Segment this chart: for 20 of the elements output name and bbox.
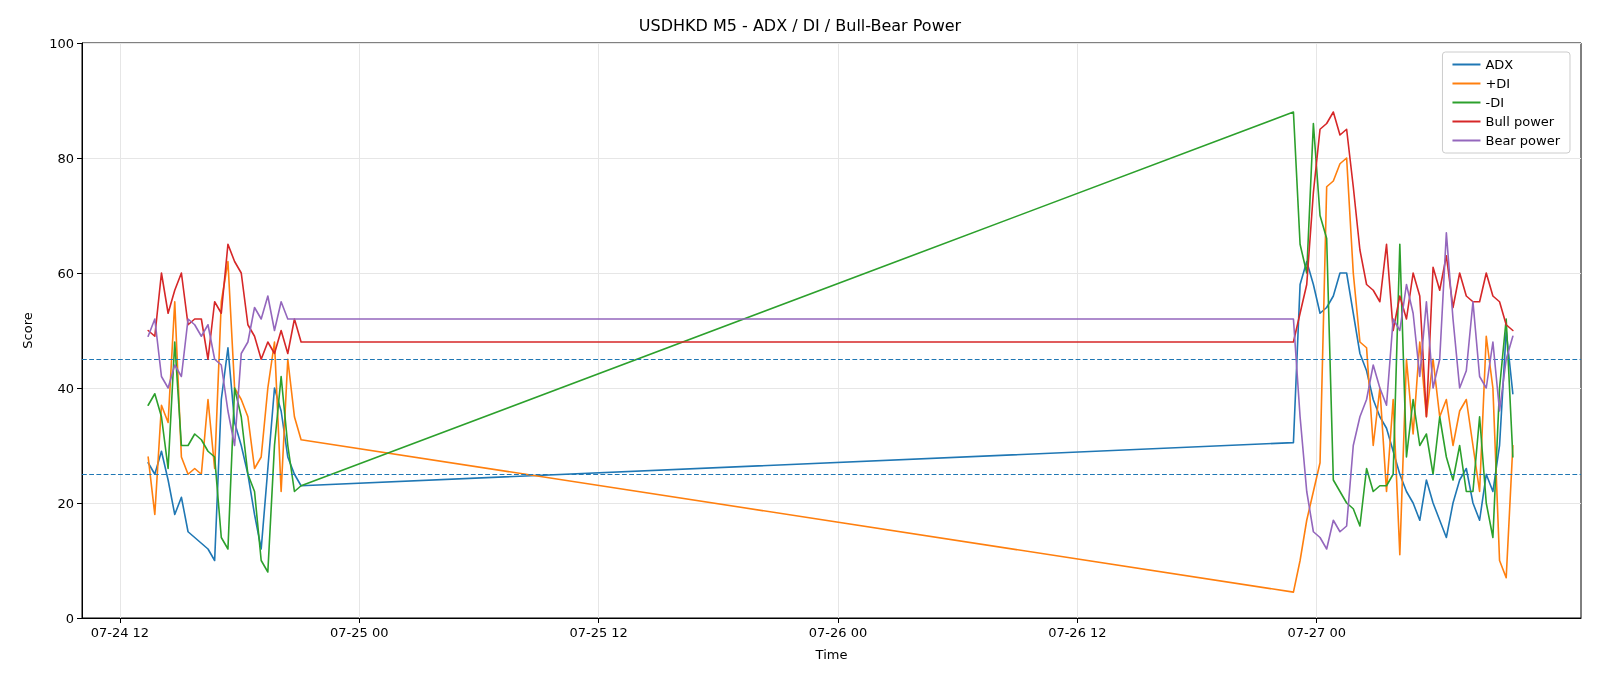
x-tick-label: 07-25 00	[330, 625, 389, 640]
legend-label: Bull power	[1485, 114, 1555, 129]
y-tick-label: 80	[57, 150, 74, 166]
y-tick-label: 100	[49, 35, 74, 51]
legend-label: ADX	[1485, 57, 1514, 72]
y-tick-label: 40	[57, 380, 74, 396]
legend-label: -DI	[1485, 95, 1505, 110]
legend-label: Bear power	[1485, 133, 1561, 148]
chart-title: USDHKD M5 - ADX / DI / Bull-Bear Power	[638, 15, 962, 35]
legend-label: +DI	[1485, 76, 1511, 91]
x-axis-title: Time	[814, 647, 848, 662]
y-tick-label: 60	[57, 265, 74, 281]
y-tick-label: 20	[57, 495, 74, 511]
x-tick-label: 07-26 12	[1048, 625, 1107, 640]
x-tick-label: 07-26 00	[808, 625, 868, 640]
x-tick-label: 07-27 00	[1287, 625, 1346, 640]
y-axis-title: Score	[20, 312, 35, 349]
x-tick-label: 07-25 12	[569, 625, 628, 640]
x-tick-label: 07-24 12	[90, 625, 150, 640]
y-tick-label: 0	[65, 610, 74, 626]
